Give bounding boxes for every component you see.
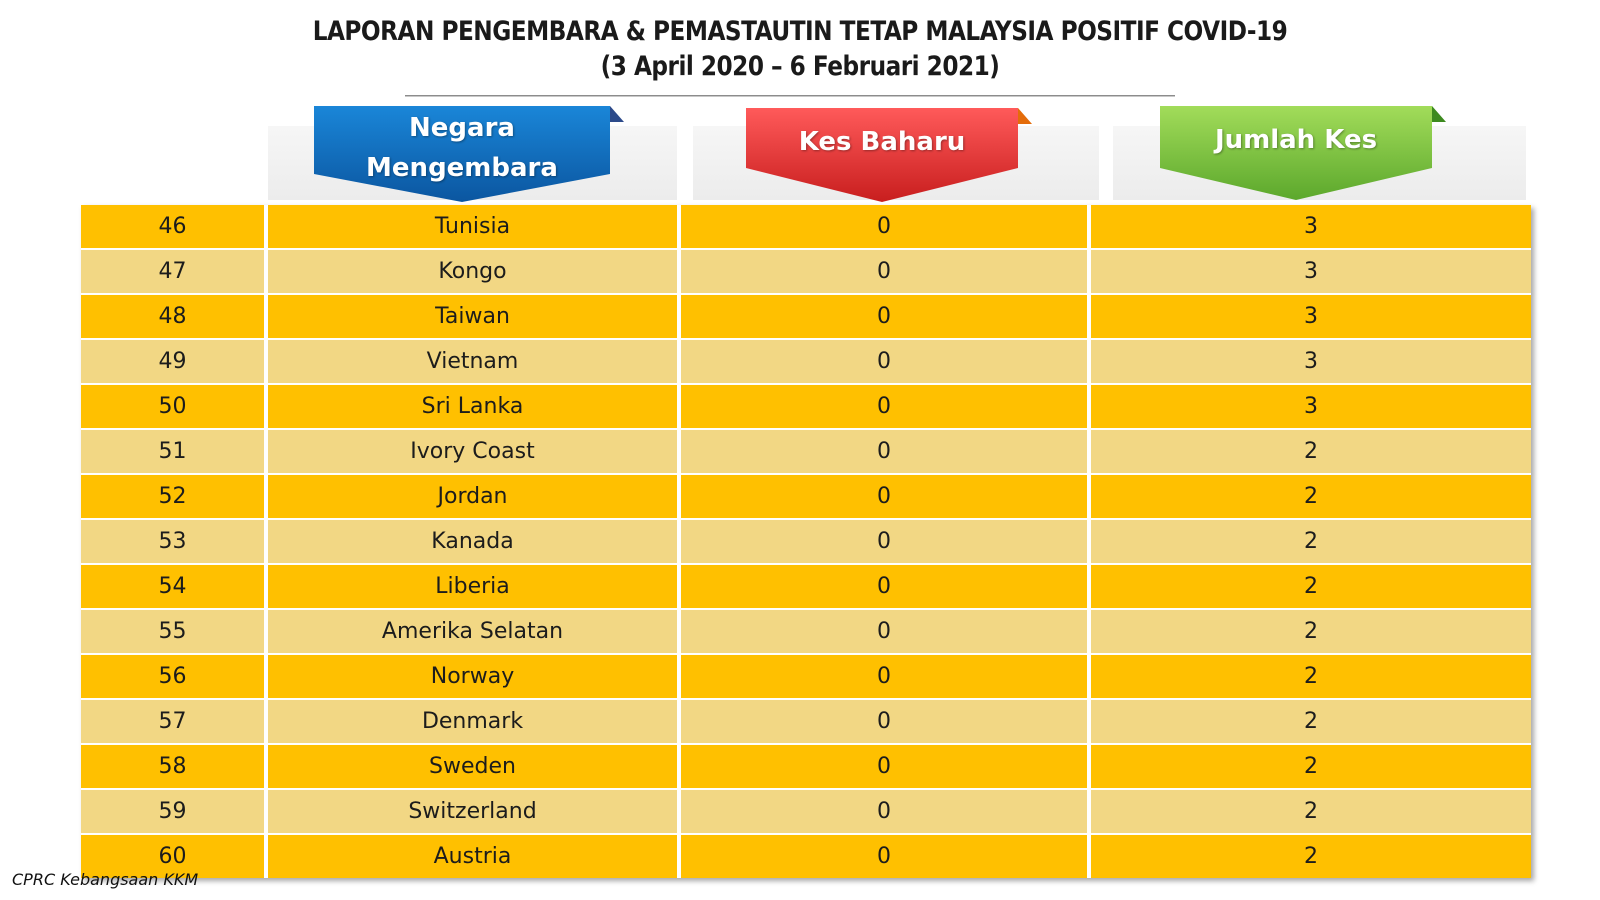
table-row: 59 Switzerland 0 2 [81,790,1531,833]
row-number: 57 [81,700,264,743]
total-cases-value: 3 [1091,340,1531,383]
total-cases-value: 2 [1091,565,1531,608]
table-row: 55 Amerika Selatan 0 2 [81,610,1531,653]
country-name: Sweden [268,745,677,788]
total-cases-value: 3 [1091,250,1531,293]
total-cases-value: 2 [1091,430,1531,473]
country-name: Amerika Selatan [268,610,677,653]
title-line-1: LAPORAN PENGEMBARA & PEMASTAUTIN TETAP M… [312,16,1288,47]
table-row: 60 Austria 0 2 [81,835,1531,878]
header-total-cases-banner: Jumlah Kes [1160,106,1446,202]
country-name: Kongo [268,250,677,293]
new-cases-value: 0 [681,655,1087,698]
new-cases-value: 0 [681,790,1087,833]
new-cases-value: 0 [681,340,1087,383]
table-row: 56 Norway 0 2 [81,655,1531,698]
country-name: Kanada [268,520,677,563]
table-row: 48 Taiwan 0 3 [81,295,1531,338]
ribbon-shape-blue [314,106,624,202]
source-footer: CPRC Kebangsaan KKM [12,870,199,889]
total-cases-value: 2 [1091,700,1531,743]
new-cases-value: 0 [681,610,1087,653]
table-row: 49 Vietnam 0 3 [81,340,1531,383]
total-cases-value: 2 [1091,745,1531,788]
row-number: 52 [81,475,264,518]
table-row: 53 Kanada 0 2 [81,520,1531,563]
new-cases-value: 0 [681,385,1087,428]
table-row: 58 Sweden 0 2 [81,745,1531,788]
row-number: 46 [81,205,264,248]
row-number: 56 [81,655,264,698]
new-cases-value: 0 [681,295,1087,338]
country-name: Austria [268,835,677,878]
header-country-label: Negara Mengembara [314,108,610,188]
header-new-cases-label: Kes Baharu [798,127,966,157]
country-name: Switzerland [268,790,677,833]
header-country-banner: Negara Mengembara [314,106,624,202]
country-name: Jordan [268,475,677,518]
row-number: 53 [81,520,264,563]
new-cases-value: 0 [681,745,1087,788]
row-number: 54 [81,565,264,608]
new-cases-value: 0 [681,835,1087,878]
total-cases-value: 2 [1091,835,1531,878]
table-row: 51 Ivory Coast 0 2 [81,430,1531,473]
country-name: Vietnam [268,340,677,383]
new-cases-value: 0 [681,700,1087,743]
new-cases-value: 0 [681,520,1087,563]
table-row: 46 Tunisia 0 3 [81,205,1531,248]
row-number: 55 [81,610,264,653]
table-row: 47 Kongo 0 3 [81,250,1531,293]
report-title: LAPORAN PENGEMBARA & PEMASTAUTIN TETAP M… [0,14,1600,84]
country-name: Liberia [268,565,677,608]
country-name: Sri Lanka [268,385,677,428]
ribbon-shape-green [1160,106,1446,200]
new-cases-value: 0 [681,475,1087,518]
total-cases-value: 2 [1091,475,1531,518]
new-cases-value: 0 [681,250,1087,293]
total-cases-value: 2 [1091,790,1531,833]
total-cases-value: 3 [1091,205,1531,248]
country-name: Taiwan [268,295,677,338]
total-cases-value: 3 [1091,385,1531,428]
title-divider [405,95,1175,97]
country-name: Tunisia [268,205,677,248]
row-number: 58 [81,745,264,788]
row-number: 51 [81,430,264,473]
country-name: Norway [268,655,677,698]
row-number: 48 [81,295,264,338]
table-row: 52 Jordan 0 2 [81,475,1531,518]
header-total-cases-label: Jumlah Kes [1214,125,1378,155]
row-number: 49 [81,340,264,383]
country-name: Ivory Coast [268,430,677,473]
table-row: 50 Sri Lanka 0 3 [81,385,1531,428]
total-cases-value: 2 [1091,655,1531,698]
new-cases-value: 0 [681,205,1087,248]
header-new-cases-banner: Kes Baharu [746,108,1032,204]
table-row: 57 Denmark 0 2 [81,700,1531,743]
header-country-line-1: Negara [409,113,515,143]
header-country-line-2: Mengembara [366,153,558,183]
country-name: Denmark [268,700,677,743]
new-cases-value: 0 [681,565,1087,608]
total-cases-value: 2 [1091,610,1531,653]
ribbon-shape-red [746,108,1032,202]
total-cases-value: 2 [1091,520,1531,563]
title-line-2: (3 April 2020 – 6 Februari 2021) [600,51,1000,82]
row-number: 59 [81,790,264,833]
total-cases-value: 3 [1091,295,1531,338]
table-row: 54 Liberia 0 2 [81,565,1531,608]
row-number: 50 [81,385,264,428]
new-cases-value: 0 [681,430,1087,473]
row-number: 60 [81,835,264,878]
row-number: 47 [81,250,264,293]
cases-table: 46 Tunisia 0 3 47 Kongo 0 3 48 Taiwan 0 3 49 Vietnam 0… [81,205,1531,880]
